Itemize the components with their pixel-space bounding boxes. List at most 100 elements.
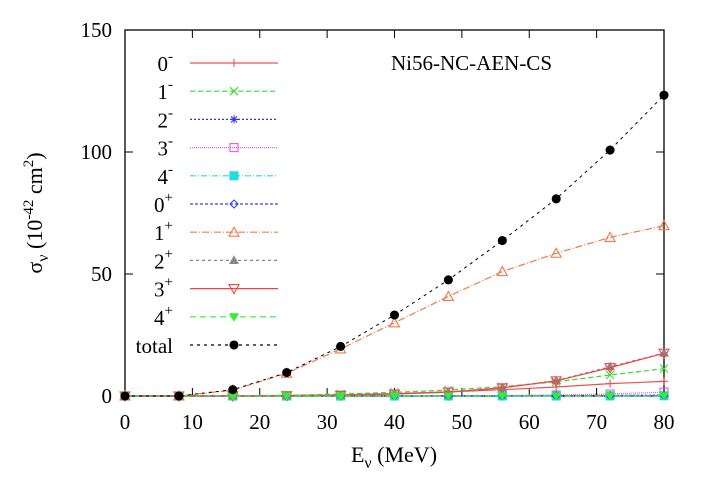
open-down-triangle-marker xyxy=(496,383,509,395)
legend-label-sup: + xyxy=(165,246,173,262)
legend-item-3-: 3- xyxy=(158,134,278,161)
open-down-triangle-marker xyxy=(658,348,670,360)
plus-marker xyxy=(230,59,238,67)
legend-label-sup: - xyxy=(168,134,173,150)
y-axis-title-exp2: 2 xyxy=(21,160,37,168)
legend-item-3+: 3+ xyxy=(154,275,278,302)
legend-label-sup: + xyxy=(165,275,173,291)
filled-down-triangle-marker xyxy=(281,392,292,402)
filled-circle-marker xyxy=(120,391,130,401)
filled-circle-marker xyxy=(605,145,615,155)
legend-label-main: 0 xyxy=(154,193,165,217)
legend-label-main: total xyxy=(136,334,173,358)
y-axis-title-sub: ν xyxy=(35,254,52,261)
legend-label-main: 3 xyxy=(158,137,169,161)
filled-circle-marker xyxy=(659,90,669,100)
chart-annotation: Ni56-NC-AEN-CS xyxy=(391,51,552,75)
legend-label: 2- xyxy=(158,105,174,132)
x-tick-label: 20 xyxy=(249,410,270,434)
legend-item-2-: 2- xyxy=(158,105,278,132)
filled-square-marker xyxy=(229,171,239,181)
legend-item-4-: 4- xyxy=(158,162,278,189)
filled-down-triangle-marker xyxy=(551,392,562,401)
legend-label: 1+ xyxy=(154,218,173,245)
series-total xyxy=(120,90,669,401)
y-axis-title-mid: cm xyxy=(22,167,47,199)
x-tick-label: 0 xyxy=(120,410,131,434)
open-triangle-marker xyxy=(604,231,617,242)
filled-circle-marker xyxy=(551,194,561,204)
filled-circle-marker xyxy=(443,275,453,285)
filled-circle-marker xyxy=(389,310,400,320)
y-tick-label: 100 xyxy=(81,140,113,164)
filled-down-triangle-marker xyxy=(229,313,239,322)
legend-item-2+: 2+ xyxy=(154,246,278,273)
legend-label-main: 1 xyxy=(154,221,165,245)
cross-marker xyxy=(605,370,615,380)
filled-circle-marker xyxy=(497,236,507,246)
y-axis-title-pre: (10 xyxy=(22,220,47,255)
legend-label-main: 3 xyxy=(154,278,165,302)
open-triangle-marker xyxy=(658,219,670,231)
x-axis-title: Eν (MeV) xyxy=(351,442,437,472)
y-axis-title: σν (10-42 cm2) xyxy=(21,152,52,273)
y-axis-title-exp: -42 xyxy=(21,200,37,220)
filled-down-triangle-marker xyxy=(605,392,616,401)
legend-item-0+: 0+ xyxy=(154,190,278,217)
filled-circle-marker xyxy=(336,341,346,352)
legend-label: total xyxy=(136,334,173,358)
filled-down-triangle-marker xyxy=(389,392,400,402)
legend: 0-1-2-3-4-0+1+2+3+4+total xyxy=(136,49,278,358)
filled-circle-marker xyxy=(174,391,184,401)
x-tick-label: 50 xyxy=(451,410,472,434)
x-tick-label: 80 xyxy=(654,410,675,434)
legend-label-sup: - xyxy=(168,105,173,121)
y-tick-label: 50 xyxy=(91,262,112,286)
filled-triangle-marker xyxy=(229,255,239,264)
legend-label: 0+ xyxy=(154,190,173,217)
plot-area-border xyxy=(124,29,665,397)
legend-label-sup: - xyxy=(168,162,173,178)
filled-down-triangle-marker xyxy=(659,392,669,401)
filled-circle-marker xyxy=(282,368,292,378)
legend-label-main: 2 xyxy=(154,249,165,273)
filled-down-triangle-marker xyxy=(335,392,346,402)
open-down-triangle-marker xyxy=(550,376,563,388)
legend-label-sup: + xyxy=(165,218,173,234)
x-tick-label: 40 xyxy=(384,410,405,434)
open-diamond-marker xyxy=(229,199,239,209)
x-tick-label: 60 xyxy=(519,410,540,434)
legend-label-sup: - xyxy=(168,49,173,65)
filled-down-triangle-marker xyxy=(443,392,454,402)
legend-item-0-: 0- xyxy=(158,49,278,76)
filled-circle-marker xyxy=(228,385,238,395)
star-marker xyxy=(230,115,238,124)
legend-label: 1- xyxy=(158,77,174,104)
series-line xyxy=(125,225,665,397)
y-tick-label: 0 xyxy=(102,384,113,408)
legend-label-sup: + xyxy=(165,190,173,206)
y-axis-ticks: 0 50 100 150 xyxy=(81,18,664,408)
legend-label: 0- xyxy=(158,49,174,76)
x-axis-title-sub: ν xyxy=(364,455,371,472)
legend-label-main: 1 xyxy=(158,80,169,104)
cross-marker xyxy=(229,86,239,96)
legend-item-4+: 4+ xyxy=(154,303,278,330)
filled-down-triangle-marker xyxy=(497,392,508,402)
legend-item-total: total xyxy=(136,334,278,358)
legend-label: 3+ xyxy=(154,275,173,302)
cross-marker xyxy=(659,364,669,374)
legend-label: 2+ xyxy=(154,246,173,273)
legend-label: 3- xyxy=(158,134,174,161)
legend-item-1+: 1+ xyxy=(154,218,278,245)
y-tick-label: 150 xyxy=(81,18,113,42)
open-down-triangle-marker xyxy=(604,363,617,374)
x-tick-label: 10 xyxy=(182,410,203,434)
legend-label: 4+ xyxy=(154,303,173,330)
open-triangle-marker xyxy=(496,265,509,277)
legend-label-main: 2 xyxy=(158,108,169,132)
series-layer xyxy=(119,90,670,403)
legend-label-main: 4 xyxy=(154,306,165,330)
legend-label: 4- xyxy=(158,162,174,189)
